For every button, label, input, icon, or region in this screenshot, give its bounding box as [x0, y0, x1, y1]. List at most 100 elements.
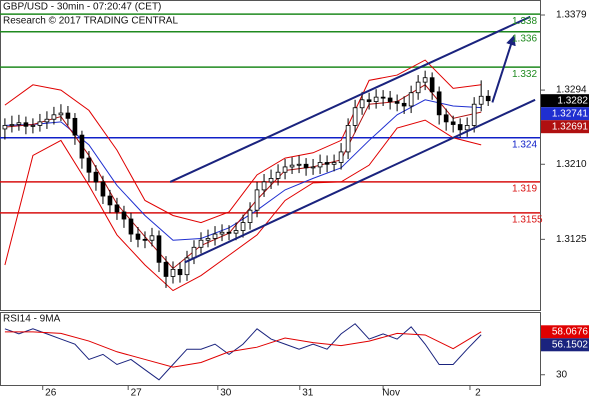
y-tick-label: 1.3379 [556, 10, 587, 21]
x-tick-label: 2 [475, 388, 481, 399]
chart-subtitle: Research © 2017 TRADING CENTRAL [3, 16, 178, 27]
level-label: 1.336 [512, 33, 537, 44]
value-tag [541, 94, 589, 108]
candle-body [226, 231, 232, 234]
candle-body [254, 189, 260, 211]
candle-body [324, 162, 330, 165]
candle-body [338, 151, 344, 163]
candle-body [387, 97, 393, 102]
candle-body [422, 77, 428, 83]
candle-body [114, 204, 120, 213]
candle-body [51, 114, 57, 120]
candle-body [310, 166, 316, 169]
candle-body [198, 239, 204, 248]
candle-body [317, 162, 323, 168]
candle-body [121, 211, 127, 220]
value-tag-label: 1.32691 [552, 121, 589, 132]
y-tick-label: 1.3294 [556, 85, 587, 96]
candle-body [65, 112, 71, 119]
candle-body [100, 181, 106, 197]
x-tick-label: Nov [382, 388, 400, 399]
overlay-line [4, 59, 482, 224]
candle-body [135, 233, 141, 240]
candle-body [142, 238, 148, 241]
y-tick-label: 30 [556, 369, 568, 380]
candle-body [345, 125, 351, 153]
y-tick-label: 1.3210 [556, 159, 587, 170]
candle-body [443, 114, 449, 123]
series-line [4, 323, 482, 381]
candle-body [44, 118, 50, 123]
candle-body [352, 107, 358, 126]
candle-body [450, 121, 456, 125]
candle-body [9, 124, 15, 126]
forecast-arrow [491, 35, 516, 103]
candle-body [471, 103, 477, 126]
candle-body [289, 164, 295, 168]
y-tick-label: 1.3125 [556, 234, 587, 245]
candle-body [86, 157, 92, 173]
candle-body [464, 125, 470, 131]
value-tag-label: 58.0676 [552, 326, 589, 337]
level-label: 1.332 [512, 69, 537, 80]
x-tick-label: 30 [220, 388, 232, 399]
candle-body [156, 235, 162, 263]
rsi-plot [4, 323, 482, 381]
x-tick-label: 27 [131, 388, 143, 399]
candle-body [275, 171, 281, 179]
candle-body [149, 235, 155, 241]
candle-body [16, 122, 22, 125]
candle-body [163, 261, 169, 277]
candle-body [58, 112, 64, 116]
candle-body [247, 209, 253, 223]
series-line [4, 331, 482, 368]
candle-body [485, 95, 491, 102]
value-tag [541, 325, 589, 339]
level-label: 1.338 [512, 16, 537, 27]
candle-body [212, 233, 218, 239]
x-tick-label: 26 [45, 388, 57, 399]
level-label: 1.324 [512, 139, 537, 150]
value-tag [541, 107, 589, 121]
trend-line [169, 15, 531, 183]
candle-body [233, 230, 239, 234]
annotations: 1.3379 1.3294 1.3210 1.3125 1.338 1.336 1.332 1… [42, 10, 589, 399]
candle-body [415, 81, 421, 94]
candle-body [205, 238, 211, 241]
level-label: 1.319 [512, 184, 537, 195]
x-tick-label: 31 [302, 388, 314, 399]
candle-body [366, 99, 372, 102]
rsi-panel-frame [0, 312, 541, 386]
candle-body [170, 268, 176, 277]
candle-body [107, 195, 113, 206]
candle-body [240, 222, 246, 231]
chart-title: GBP/USD - 30min - 07:20:47 (CET) [3, 2, 161, 13]
candle-body [93, 171, 99, 183]
candle-body [184, 257, 190, 276]
candle-body [359, 99, 365, 109]
level-label: 1.3155 [512, 214, 543, 225]
candle-body [177, 268, 183, 276]
value-tag [541, 338, 589, 352]
candle-body [23, 122, 29, 127]
rsi-title: RSI14 - 9MA [3, 314, 61, 325]
candle-body [191, 246, 197, 259]
candle-body [331, 162, 337, 165]
candle-body [380, 96, 386, 99]
overlay-line [4, 119, 482, 292]
candle-body [72, 117, 78, 136]
candle-body [408, 92, 414, 107]
candle-body [401, 102, 407, 107]
candle-body [2, 125, 8, 130]
candle-body [394, 101, 400, 104]
candle-body [436, 91, 442, 116]
value-tag [541, 120, 589, 134]
candle-body [303, 163, 309, 169]
value-tag-label: 1.32741 [552, 108, 589, 119]
price-panel-frame [0, 0, 541, 311]
candle-body [296, 163, 302, 166]
candle-body [37, 121, 43, 126]
trend-line [184, 98, 536, 264]
candle-body [478, 95, 484, 105]
